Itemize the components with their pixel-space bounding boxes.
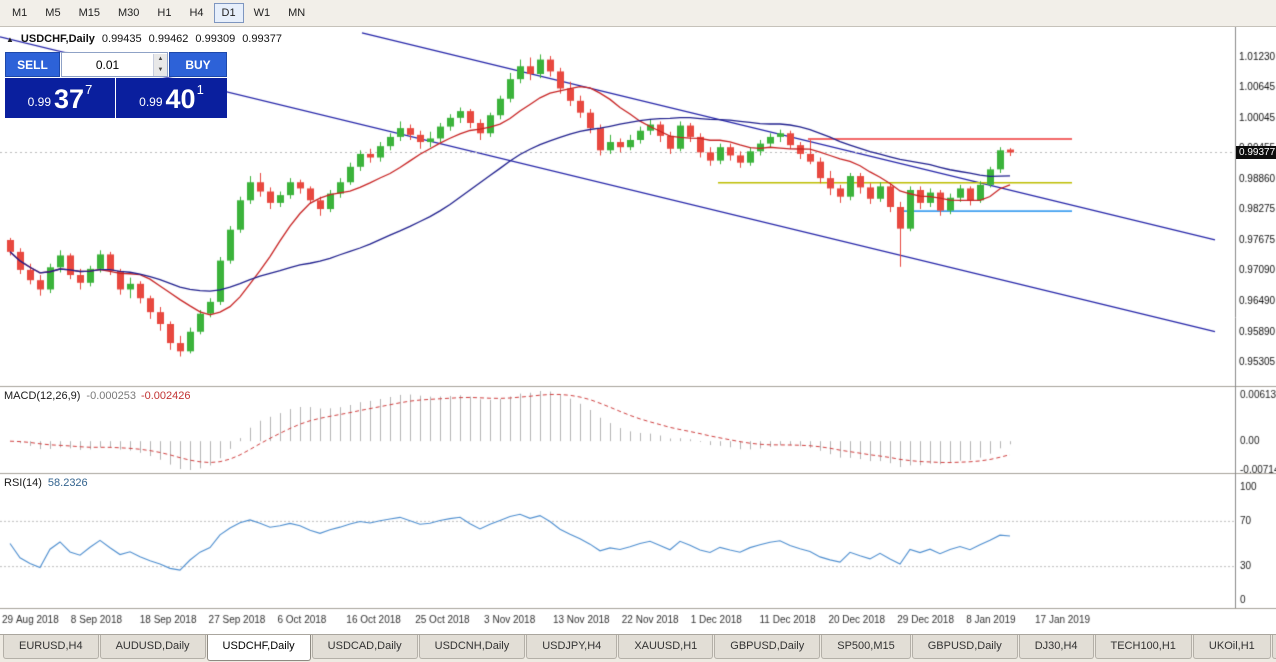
ohlc-low: 0.99309 xyxy=(195,33,236,45)
timeframe-button-mn[interactable]: MN xyxy=(280,3,313,23)
lot-size-value: 0.01 xyxy=(95,57,120,72)
sell-price-pips: 37 xyxy=(54,84,85,114)
ohlc-high: 0.99462 xyxy=(148,33,189,45)
buy-button[interactable]: BUY xyxy=(169,52,227,77)
rsi-value: 58.2326 xyxy=(47,477,88,489)
tab-gbpusd-daily[interactable]: GBPUSD,Daily xyxy=(714,635,821,659)
buy-price-pips: 40 xyxy=(165,84,196,114)
sell-price-base: 0.99 xyxy=(27,95,52,109)
buy-price-base: 0.99 xyxy=(139,95,163,109)
symbol-header: ▲ USDCHF,Daily 0.99435 0.99462 0.99309 0… xyxy=(6,33,282,45)
timeframe-button-m30[interactable]: M30 xyxy=(110,3,147,23)
tab-ukoil-h1[interactable]: UKOil,H1 xyxy=(1192,635,1271,659)
timeframe-button-w1[interactable]: W1 xyxy=(246,3,279,23)
tab-usdcnh-daily[interactable]: USDCNH,Daily xyxy=(418,635,526,659)
tab-sp500-m15[interactable]: SP500,M15 xyxy=(821,635,911,659)
chart-tabs: EURUSD,H4 AUDUSD,Daily USDCHF,Daily USDCAD,… xyxy=(0,634,1276,662)
buy-price-display[interactable]: 0.99 40 1 xyxy=(116,78,227,118)
timeframe-button-h4[interactable]: H4 xyxy=(181,3,211,23)
tab-usdjpy-h4[interactable]: USDJPY,H4 xyxy=(526,635,618,659)
timeframe-button-m1[interactable]: M1 xyxy=(4,3,35,23)
tab-audusd-daily[interactable]: AUDUSD,Daily xyxy=(99,635,206,659)
sell-button[interactable]: SELL xyxy=(5,52,60,77)
timeframe-button-d1[interactable]: D1 xyxy=(213,3,244,23)
lot-decrease-button[interactable]: ▼ xyxy=(154,64,167,76)
macd-main-value: -0.000253 xyxy=(86,390,136,402)
tab-eurusd-h4[interactable]: EURUSD,H4 xyxy=(3,635,99,659)
lot-spinner: ▲ ▼ xyxy=(153,53,167,76)
buy-price-frac: 1 xyxy=(196,82,204,97)
timeframe-button-m15[interactable]: M15 xyxy=(71,3,108,23)
rsi-name: RSI(14) xyxy=(4,477,42,489)
lot-increase-button[interactable]: ▲ xyxy=(154,53,167,65)
price-ch art-canvas[interactable] xyxy=(0,27,1276,634)
one-click-trading-panel: SELL 0.01 ▲ ▼ BUY 0.99 37 7 0.99 40 1 xyxy=(5,52,227,118)
ohlc-open: 0.99435 xyxy=(101,33,142,45)
tab-usdcad-daily[interactable]: USDCAD,Daily xyxy=(311,635,418,659)
tab-usdchf-daily[interactable]: USDCHF,Daily xyxy=(206,635,311,661)
tab-u[interactable]: U xyxy=(1271,635,1276,659)
symbol-name: USDCHF,Daily xyxy=(20,33,95,45)
ohlc-close: 0.99377 xyxy=(242,33,282,45)
tab-gbpusd-daily[interactable]: GBPUSD,Daily xyxy=(911,635,1018,659)
sell-price-frac: 7 xyxy=(85,82,93,97)
timeframe-button-m5[interactable]: M5 xyxy=(37,3,68,23)
macd-signal-value: -0.002426 xyxy=(140,390,191,402)
current-price-marker: 0.99377 xyxy=(1236,146,1276,159)
timeframe-toolbar: M1 M5 M15 M30 H1 H4 D1 W1 MN xyxy=(0,0,1276,27)
rsi-indicator-label: RSI(14) 58.2326 xyxy=(4,477,88,489)
collapse-panel-icon[interactable]: ▲ xyxy=(6,34,14,44)
tab-dj30-h4[interactable]: DJ30,H4 xyxy=(1018,635,1094,659)
timeframe-button-h1[interactable]: H1 xyxy=(149,3,179,23)
lot-size-field[interactable]: 0.01 ▲ ▼ xyxy=(61,52,168,77)
macd-indicator-label: MACD(12,26,9) -0.000253 -0.002426 xyxy=(4,390,191,402)
sell-price-display[interactable]: 0.99 37 7 xyxy=(5,78,115,118)
tab-tech100-h1[interactable]: TECH100,H1 xyxy=(1094,635,1192,659)
macd-name: MACD(12,26,9) xyxy=(4,390,81,402)
tab-xauusd-h1[interactable]: XAUUSD,H1 xyxy=(618,635,714,659)
